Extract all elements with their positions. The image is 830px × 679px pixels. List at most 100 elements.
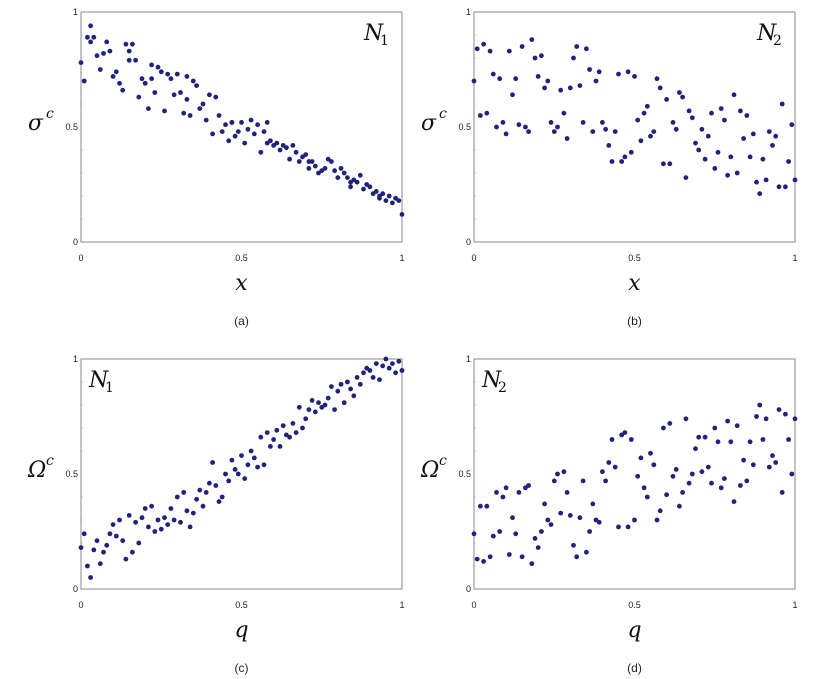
data-point: [345, 175, 350, 181]
data-point: [178, 90, 183, 95]
data-point: [274, 140, 280, 146]
scatter-points: [471, 402, 798, 567]
data-point: [725, 172, 730, 178]
data-point: [487, 554, 493, 560]
data-point: [181, 490, 187, 495]
data-point: [625, 69, 631, 75]
data-point: [725, 418, 730, 424]
x-tick-label: 0.5: [628, 600, 641, 610]
data-point: [200, 101, 206, 107]
data-point: [345, 379, 350, 385]
data-point: [487, 48, 493, 54]
data-point: [744, 478, 750, 484]
data-point: [574, 44, 580, 49]
data-point: [702, 434, 708, 440]
data-point: [168, 506, 174, 511]
y-axis-label-main: Ω: [420, 458, 439, 483]
data-point: [361, 186, 366, 192]
data-point: [117, 517, 122, 523]
data-point: [158, 69, 164, 75]
scatter-points: [471, 37, 798, 197]
data-point: [584, 549, 589, 555]
data-point: [696, 147, 702, 153]
data-point: [587, 67, 592, 72]
data-point: [203, 490, 209, 495]
data-point: [223, 122, 228, 128]
data-point: [641, 485, 647, 491]
data-point: [216, 499, 222, 504]
data-point: [590, 501, 596, 507]
data-point: [606, 460, 612, 465]
data-point: [490, 71, 496, 77]
data-point: [741, 457, 746, 463]
data-point: [303, 416, 309, 422]
data-point: [139, 76, 145, 82]
data-point: [165, 71, 171, 77]
data-point: [763, 416, 769, 422]
y-tick-label: 0: [466, 584, 471, 594]
network-label: N1: [363, 21, 389, 49]
network-label-sub: 1: [380, 33, 389, 49]
data-point: [683, 416, 689, 422]
data-point: [638, 138, 644, 144]
data-point: [513, 76, 519, 82]
data-point: [580, 478, 586, 484]
data-point: [542, 501, 547, 507]
data-point: [728, 154, 734, 160]
data-point: [219, 494, 225, 500]
data-point: [612, 129, 618, 135]
panel-caption: (a): [234, 314, 249, 328]
data-point: [609, 437, 615, 442]
data-point: [130, 41, 135, 47]
data-point: [351, 393, 357, 399]
data-point: [693, 446, 698, 452]
data-point: [373, 189, 379, 194]
x-tick-label: 0: [78, 600, 83, 610]
data-point: [155, 64, 161, 70]
data-point: [258, 434, 264, 440]
data-point: [606, 143, 612, 148]
data-point: [494, 124, 499, 130]
data-point: [78, 60, 84, 65]
data-point: [203, 117, 209, 123]
data-point: [97, 67, 103, 72]
data-point: [88, 575, 93, 580]
data-point: [478, 113, 483, 118]
data-point: [306, 159, 312, 164]
data-point: [396, 198, 402, 204]
data-point: [526, 129, 531, 135]
data-point: [296, 159, 302, 164]
data-point: [532, 536, 538, 541]
data-point: [644, 103, 650, 109]
data-point: [245, 462, 251, 468]
x-tick-label: 0.5: [235, 600, 248, 610]
data-point: [104, 542, 110, 548]
data-point: [722, 117, 727, 123]
data-point: [174, 71, 180, 77]
data-point: [94, 53, 100, 59]
data-point: [255, 464, 260, 470]
plot-frame: [80, 358, 403, 590]
data-point: [747, 154, 753, 160]
data-point: [673, 126, 679, 132]
data-point: [107, 48, 113, 54]
y-tick-label: 1: [73, 7, 78, 17]
data-point: [484, 110, 490, 116]
data-point: [503, 485, 509, 491]
data-point: [174, 494, 180, 500]
data-point: [555, 471, 560, 477]
data-point: [335, 175, 341, 181]
data-point: [104, 39, 110, 45]
data-point: [712, 166, 718, 171]
data-point: [654, 76, 660, 82]
data-point: [616, 524, 621, 530]
data-point: [91, 34, 97, 40]
data-point: [628, 149, 634, 155]
data-point: [210, 460, 216, 465]
y-tick-label: 0.5: [65, 469, 78, 479]
data-point: [354, 179, 360, 185]
data-point: [251, 455, 257, 461]
x-tick-label: 0: [78, 253, 83, 263]
